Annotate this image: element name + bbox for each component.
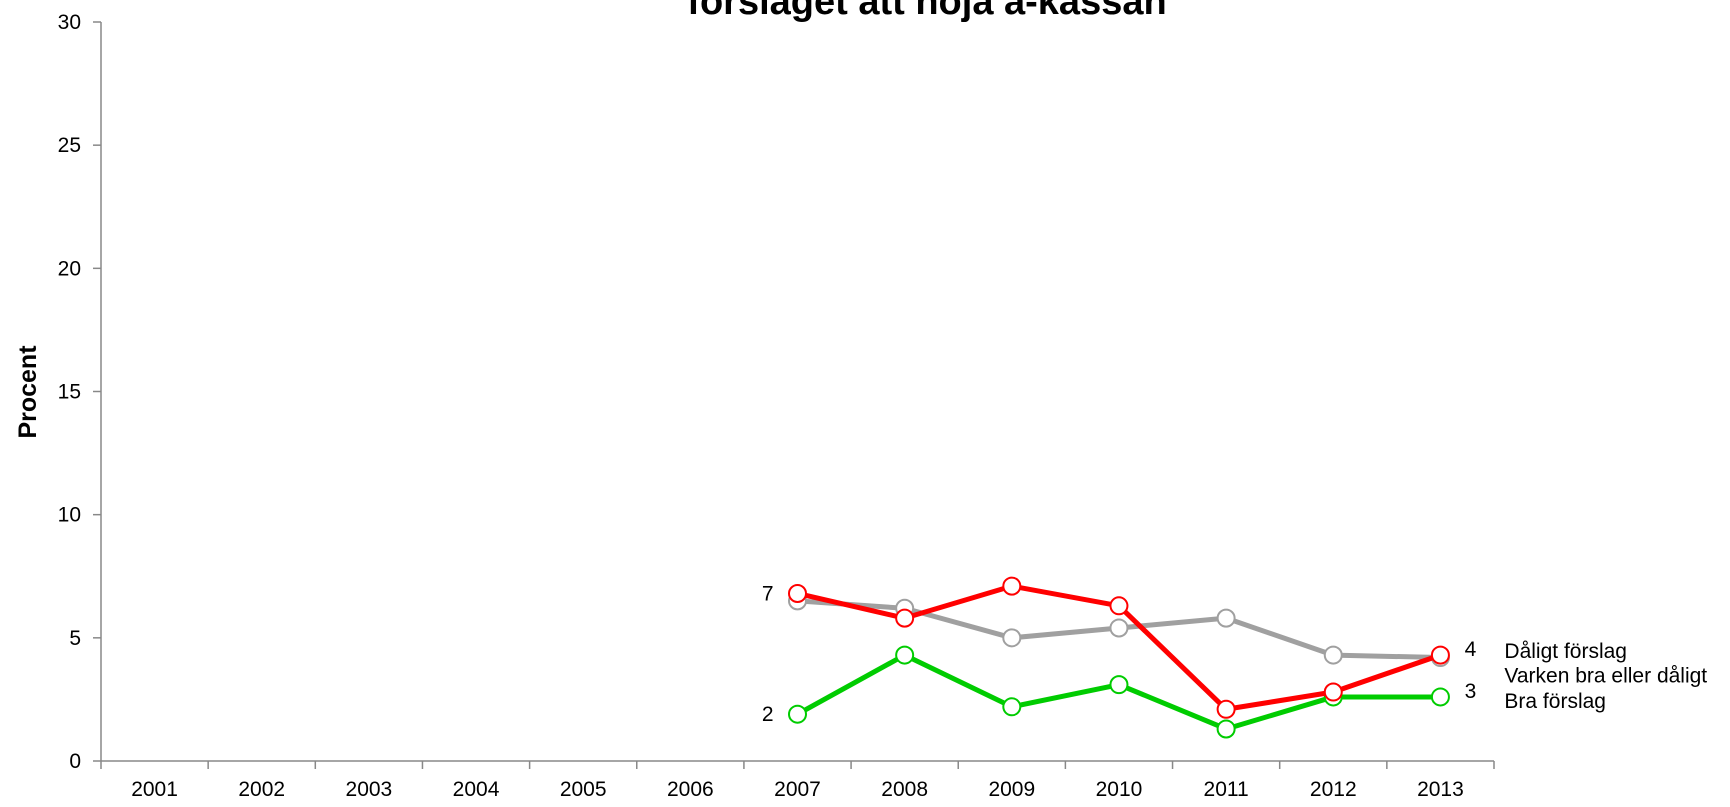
x-tick-label: 2010 — [1096, 778, 1143, 801]
x-tick-label: 2004 — [453, 778, 500, 801]
point — [788, 704, 807, 724]
point — [1216, 608, 1236, 628]
data-label: 7 — [762, 582, 774, 605]
x-tick-label: 2012 — [1310, 778, 1357, 801]
point — [1216, 719, 1236, 739]
y-tick-label: 30 — [58, 11, 81, 34]
point — [1109, 675, 1129, 695]
y-tick-label: 0 — [69, 750, 81, 773]
point — [1430, 645, 1450, 665]
x-tick-label: 2013 — [1417, 778, 1464, 801]
x-tick-label: 2003 — [346, 778, 393, 801]
point — [1002, 576, 1022, 596]
x-tick-label: 2002 — [238, 778, 285, 801]
point — [788, 583, 807, 603]
x-tick-label: 2007 — [774, 778, 821, 801]
point — [1002, 628, 1022, 648]
series-name: Varken bra eller dåligt — [1504, 665, 1707, 688]
point — [1109, 596, 1129, 616]
point — [1216, 699, 1236, 719]
point — [1430, 687, 1450, 707]
point — [1323, 645, 1343, 665]
x-tick-label: 2001 — [131, 778, 178, 801]
series-name: Dåligt förslag — [1504, 640, 1627, 663]
data-label: 4 — [1465, 638, 1477, 661]
chart-title: förslaget att höja a-kassan — [687, 0, 1166, 23]
y-tick-label: 20 — [58, 257, 81, 280]
point — [1323, 682, 1343, 702]
point — [1002, 697, 1022, 717]
x-tick-label: 2005 — [560, 778, 607, 801]
y-tick-label: 15 — [58, 381, 81, 404]
x-tick-label: 2008 — [881, 778, 928, 801]
x-tick-label: 2011 — [1204, 778, 1249, 801]
point — [895, 645, 915, 665]
x-tick-label: 2009 — [988, 778, 1035, 801]
data-label: 2 — [762, 703, 774, 726]
y-tick-label: 5 — [69, 627, 81, 650]
point — [895, 608, 915, 628]
y-tick-label: 10 — [58, 504, 81, 527]
x-tick-label: 2006 — [667, 778, 714, 801]
point — [1109, 618, 1129, 638]
data-label: 3 — [1465, 680, 1477, 703]
y-tick-label: 25 — [58, 134, 81, 157]
y-axis-label: Procent — [14, 345, 42, 439]
series-name: Bra förslag — [1504, 690, 1606, 713]
